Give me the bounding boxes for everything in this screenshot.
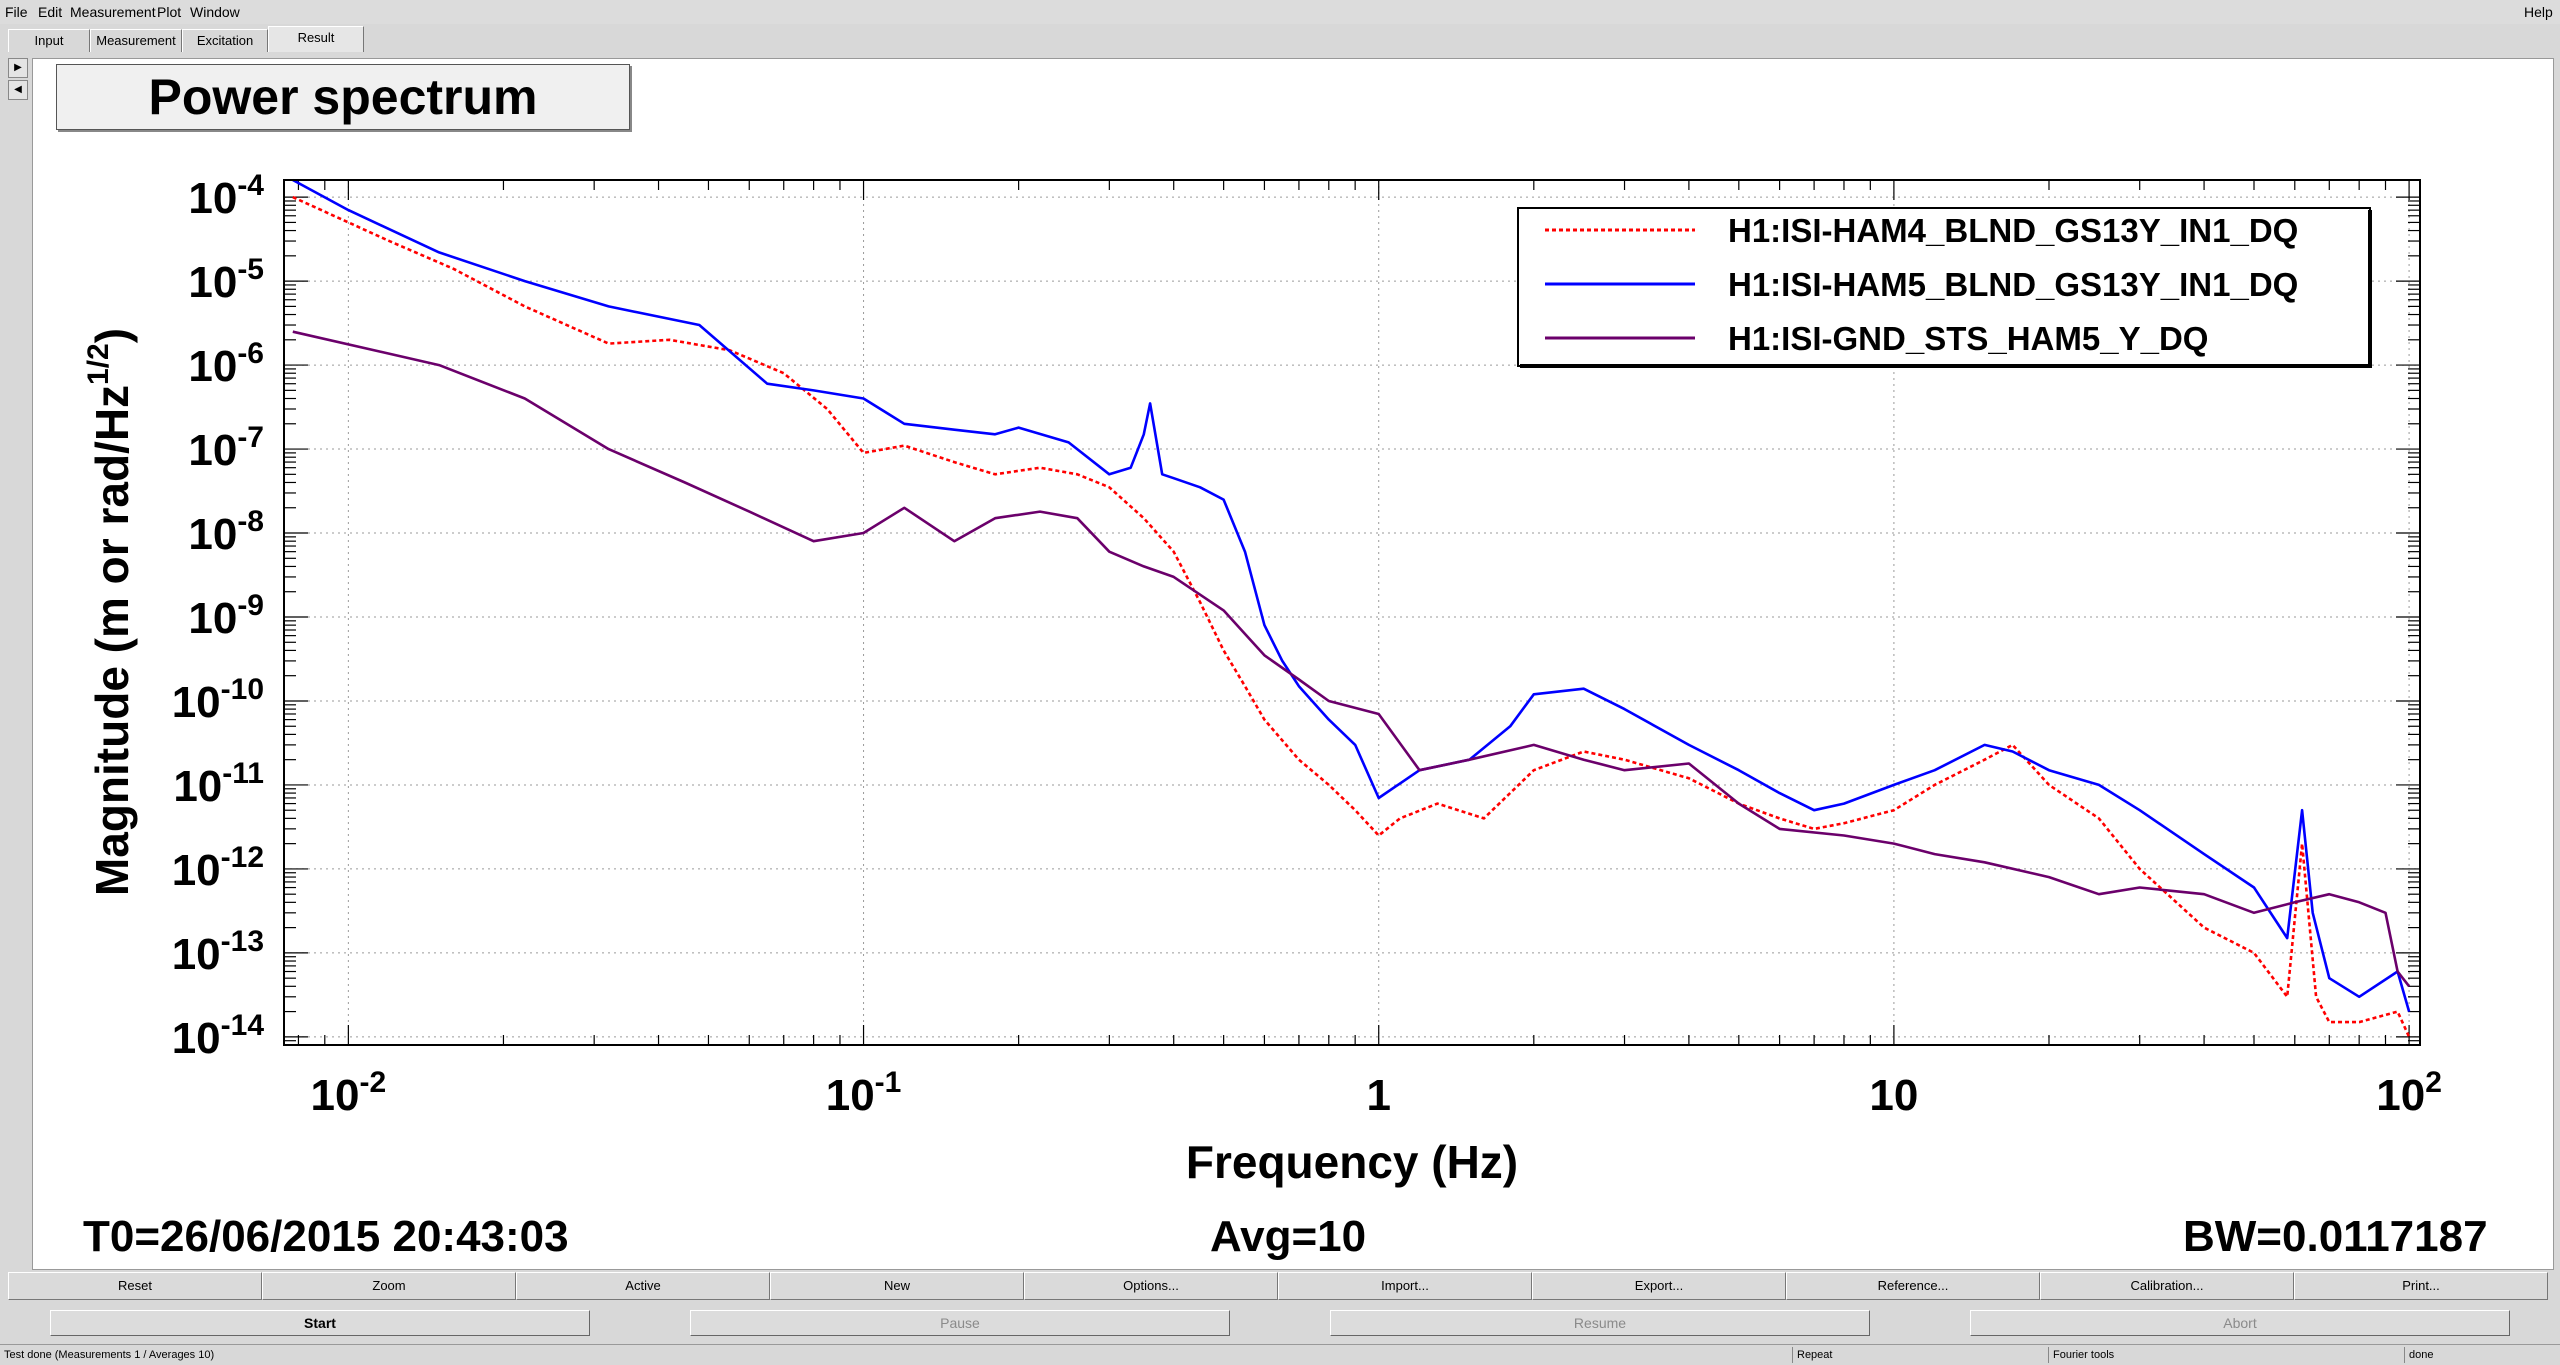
- reference-button[interactable]: Reference...: [1786, 1272, 2040, 1300]
- legend-label-0: H1:ISI-HAM4_BLND_GS13Y_IN1_DQ: [1728, 212, 2298, 249]
- y-tick-label: 10-11: [173, 757, 264, 811]
- y-tick-label: 10-9: [188, 589, 264, 643]
- calibration-button[interactable]: Calibration...: [2040, 1272, 2294, 1300]
- series-line-1: [292, 178, 2411, 1012]
- abort-button[interactable]: Abort: [1970, 1310, 2510, 1336]
- x-tick-label: 10-2: [311, 1066, 387, 1120]
- menu-file[interactable]: File: [5, 4, 28, 20]
- status-repeat: Repeat: [1792, 1347, 2047, 1363]
- import-button[interactable]: Import...: [1278, 1272, 1532, 1300]
- measurement-controls: Start Pause Resume Abort: [0, 1308, 2560, 1342]
- x-tick-label: 102: [2376, 1066, 2442, 1120]
- legend-label-1: H1:ISI-HAM5_BLND_GS13Y_IN1_DQ: [1728, 266, 2298, 303]
- resume-button[interactable]: Resume: [1330, 1310, 1870, 1336]
- plot-toolbar: Reset Zoom Active New Options... Import.…: [8, 1272, 2560, 1300]
- y-tick-label: 10-6: [188, 337, 264, 391]
- export-button[interactable]: Export...: [1532, 1272, 1786, 1300]
- y-tick-label: 10-4: [188, 169, 264, 223]
- power-spectrum-plot[interactable]: 10-2 10-1 1 10 10210-410-510-610-710-810-910…: [0, 0, 2560, 1270]
- pad-next-button[interactable]: ▶: [8, 58, 28, 78]
- status-message: Test done (Measurements 1 / Averages 10): [4, 1349, 215, 1361]
- x-tick-label: 10: [1869, 1071, 1918, 1120]
- y-tick-label: 10-12: [172, 841, 264, 895]
- x-tick-label: 1: [1366, 1071, 1390, 1120]
- y-tick-label: 10-7: [188, 421, 264, 475]
- y-tick-label: 10-13: [172, 925, 264, 979]
- x-tick-label: 10-1: [826, 1066, 902, 1120]
- pad-prev-button[interactable]: ◀: [8, 80, 28, 100]
- menu-help[interactable]: Help: [2524, 4, 2553, 20]
- avg-label: Avg=10: [1210, 1212, 1367, 1261]
- status-state: done: [2404, 1347, 2559, 1363]
- y-axis-title: Magnitude (m or rad/Hz1/2): [82, 328, 138, 896]
- menu-window[interactable]: Window: [190, 4, 240, 20]
- y-tick-label: 10-14: [172, 1009, 265, 1063]
- tab-bar: Input Measurement Excitation Result: [0, 26, 2560, 54]
- tab-measurement[interactable]: Measurement: [90, 29, 182, 52]
- y-tick-label: 10-10: [172, 673, 264, 727]
- legend: H1:ISI-HAM4_BLND_GS13Y_IN1_DQ H1:ISI-HAM5…: [1517, 207, 2372, 368]
- legend-box: [1517, 207, 2371, 367]
- plot-title: Power spectrum: [56, 64, 630, 130]
- options-button[interactable]: Options...: [1024, 1272, 1278, 1300]
- pause-button[interactable]: Pause: [690, 1310, 1230, 1336]
- plot-frame: [283, 179, 2421, 1046]
- legend-label-2: H1:ISI-GND_STS_HAM5_Y_DQ: [1728, 320, 2208, 357]
- menu-measurement[interactable]: Measurement: [70, 4, 156, 20]
- menu-plot[interactable]: Plot: [157, 4, 182, 20]
- status-bar: Test done (Measurements 1 / Averages 10)…: [0, 1344, 2560, 1365]
- t0-label: T0=26/06/2015 20:43:03: [83, 1212, 569, 1261]
- y-tick-label: 10-5: [188, 253, 264, 307]
- status-tool: Fourier tools: [2048, 1347, 2403, 1363]
- menu-bar: File Edit Measurement Plot Window Help: [0, 0, 2560, 24]
- new-button[interactable]: New: [770, 1272, 1024, 1300]
- reset-button[interactable]: Reset: [8, 1272, 262, 1300]
- x-axis-title: Frequency (Hz): [1186, 1136, 1518, 1188]
- plot-pad-nav: ▶ ◀: [8, 58, 28, 102]
- menu-edit[interactable]: Edit: [38, 4, 63, 20]
- print-button[interactable]: Print...: [2294, 1272, 2548, 1300]
- y-tick-label: 10-8: [188, 505, 264, 559]
- tab-excitation[interactable]: Excitation: [182, 29, 268, 52]
- active-button[interactable]: Active: [516, 1272, 770, 1300]
- bw-label: BW=0.0117187: [2183, 1212, 2488, 1261]
- series-line-2: [292, 330, 2411, 988]
- zoom-button[interactable]: Zoom: [262, 1272, 516, 1300]
- start-button[interactable]: Start: [50, 1310, 590, 1336]
- tab-result[interactable]: Result: [268, 26, 364, 52]
- tab-input[interactable]: Input: [8, 29, 90, 52]
